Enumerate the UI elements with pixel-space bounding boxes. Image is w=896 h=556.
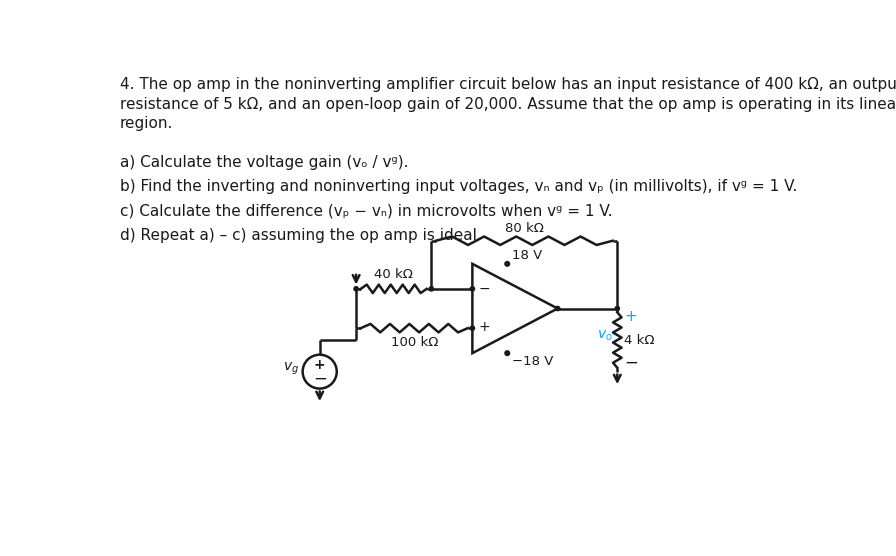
Circle shape [470, 287, 475, 291]
Text: $v_o$: $v_o$ [597, 328, 613, 342]
Text: $v_g$: $v_g$ [283, 360, 298, 377]
Text: −18 V: −18 V [512, 355, 553, 368]
Circle shape [429, 287, 434, 291]
Text: 18 V: 18 V [512, 249, 542, 262]
Text: +: + [314, 358, 325, 372]
Circle shape [556, 306, 560, 311]
Text: 100 kΩ: 100 kΩ [391, 336, 438, 349]
Text: 80 kΩ: 80 kΩ [504, 222, 544, 235]
Text: a) Calculate the voltage gain (vₒ / vᵍ).: a) Calculate the voltage gain (vₒ / vᵍ). [120, 155, 409, 170]
Text: 40 kΩ: 40 kΩ [375, 268, 413, 281]
Circle shape [470, 326, 475, 330]
Circle shape [505, 351, 510, 355]
Text: resistance of 5 kΩ, and an open-loop gain of 20,000. Assume that the op amp is o: resistance of 5 kΩ, and an open-loop gai… [120, 97, 896, 112]
Text: −: − [625, 354, 638, 371]
Text: 4. The op amp in the noninverting amplifier circuit below has an input resistanc: 4. The op amp in the noninverting amplif… [120, 77, 896, 92]
Text: 4 kΩ: 4 kΩ [625, 334, 655, 346]
Text: b) Find the inverting and noninverting input voltages, vₙ and vₚ (in millivolts): b) Find the inverting and noninverting i… [120, 179, 797, 194]
Text: region.: region. [120, 116, 173, 131]
Circle shape [616, 306, 619, 311]
Text: d) Repeat a) – c) assuming the op amp is ideal.: d) Repeat a) – c) assuming the op amp is… [120, 229, 481, 244]
Circle shape [505, 261, 510, 266]
Text: +: + [625, 309, 637, 324]
Text: $-$: $-$ [478, 281, 490, 295]
Text: −: − [313, 370, 327, 388]
Text: c) Calculate the difference (vₚ − vₙ) in microvolts when vᵍ = 1 V.: c) Calculate the difference (vₚ − vₙ) in… [120, 204, 612, 219]
Text: $+$: $+$ [478, 320, 490, 334]
Circle shape [354, 287, 358, 291]
